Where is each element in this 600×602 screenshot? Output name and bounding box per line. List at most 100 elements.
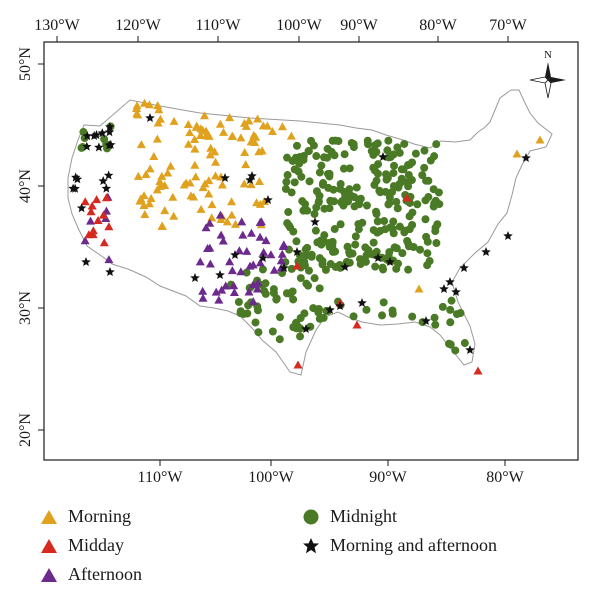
triangle-marker	[140, 210, 150, 219]
circle-marker	[303, 243, 312, 252]
triangle-marker	[216, 230, 226, 239]
circle-marker	[292, 237, 301, 246]
left-tick-label: 20°N	[17, 413, 34, 447]
left-axis	[38, 63, 44, 431]
circle-marker	[371, 262, 380, 271]
circle-marker	[289, 227, 298, 236]
circle-marker	[296, 274, 305, 283]
triangle-marker	[80, 236, 90, 245]
triangle-marker	[104, 222, 114, 231]
triangle-marker	[255, 199, 265, 208]
top-tick-label: 110°W	[196, 17, 242, 34]
triangle-marker	[185, 128, 195, 137]
bottom-tick-label: 90°W	[369, 469, 407, 486]
star-marker	[215, 270, 225, 279]
triangle-marker	[240, 147, 250, 156]
circle-marker	[350, 193, 359, 202]
bottom-tick-label: 110°W	[138, 469, 184, 486]
triangle-marker	[255, 258, 265, 267]
us-outline	[67, 89, 553, 376]
circle-marker	[390, 161, 399, 170]
triangle-marker	[238, 230, 248, 239]
circle-marker	[399, 177, 408, 186]
circle-marker	[446, 318, 455, 327]
circle-marker	[282, 177, 291, 186]
top-tick-label: 100°W	[276, 17, 322, 34]
triangle-marker	[203, 243, 213, 252]
circle-marker	[268, 327, 277, 336]
star-marker	[71, 172, 81, 182]
circle-marker	[300, 261, 309, 270]
circle-marker	[283, 153, 292, 162]
star-marker	[104, 140, 114, 150]
top-tick-label: 70°W	[489, 17, 527, 34]
circle-marker	[269, 285, 278, 294]
circle-marker	[438, 302, 447, 311]
circle-marker	[315, 314, 324, 323]
triangle-icon	[41, 538, 57, 553]
star-marker	[279, 263, 289, 272]
triangle-marker	[267, 127, 277, 136]
triangle-marker	[258, 121, 268, 130]
star-marker	[98, 176, 108, 185]
triangle-marker	[276, 256, 286, 265]
triangle-marker	[204, 189, 214, 198]
triangle-marker	[88, 226, 98, 235]
triangle-marker	[190, 160, 200, 169]
star-marker	[258, 253, 268, 262]
star-marker	[245, 175, 255, 184]
triangle-marker	[217, 285, 227, 294]
circle-marker	[426, 156, 435, 165]
circle-marker	[380, 217, 389, 226]
circle-marker	[400, 139, 409, 148]
triangle-marker	[181, 178, 191, 187]
circle-marker	[354, 220, 363, 229]
star-marker	[421, 316, 431, 325]
star-marker	[263, 195, 273, 204]
circle-marker	[363, 136, 372, 145]
triangle-marker	[80, 197, 90, 206]
triangle-marker	[183, 119, 193, 128]
circle-marker	[336, 179, 345, 188]
circle-marker	[318, 180, 327, 189]
triangle-marker	[210, 171, 220, 180]
triangle-marker	[145, 164, 155, 173]
circle-marker	[411, 149, 420, 158]
triangle-marker	[136, 140, 146, 149]
star-marker	[445, 277, 455, 286]
star-marker	[220, 173, 230, 182]
north-arrow-needle	[545, 62, 551, 80]
circle-marker	[351, 232, 360, 241]
star-marker	[292, 247, 302, 256]
triangle-marker	[144, 199, 154, 208]
circle-marker	[318, 260, 327, 269]
triangle-marker	[218, 236, 228, 245]
triangle-marker	[352, 320, 362, 329]
triangle-marker	[227, 266, 237, 275]
star-marker	[190, 273, 200, 282]
star-marker	[104, 127, 115, 137]
top-axis	[56, 36, 509, 42]
star-marker	[439, 284, 449, 293]
star-marker	[94, 142, 104, 152]
circle-marker	[349, 312, 358, 321]
triangle-marker	[87, 201, 97, 210]
triangle-marker	[205, 218, 215, 227]
circle-marker	[325, 204, 334, 213]
circle-marker	[304, 266, 313, 275]
circle-marker	[389, 229, 398, 238]
triangle-marker	[293, 360, 303, 369]
star-marker	[465, 345, 475, 354]
triangle-marker	[139, 98, 149, 107]
circle-marker	[281, 184, 290, 193]
legend-label-midnight: Midnight	[330, 506, 398, 526]
circle-marker	[290, 178, 299, 187]
circle-marker	[275, 313, 284, 322]
triangle-marker	[160, 206, 170, 215]
star-marker	[145, 113, 155, 122]
circle-marker	[429, 185, 438, 194]
circle-marker	[373, 169, 382, 178]
circle-marker	[430, 313, 439, 322]
circle-marker	[307, 252, 316, 261]
triangle-marker	[190, 144, 200, 153]
